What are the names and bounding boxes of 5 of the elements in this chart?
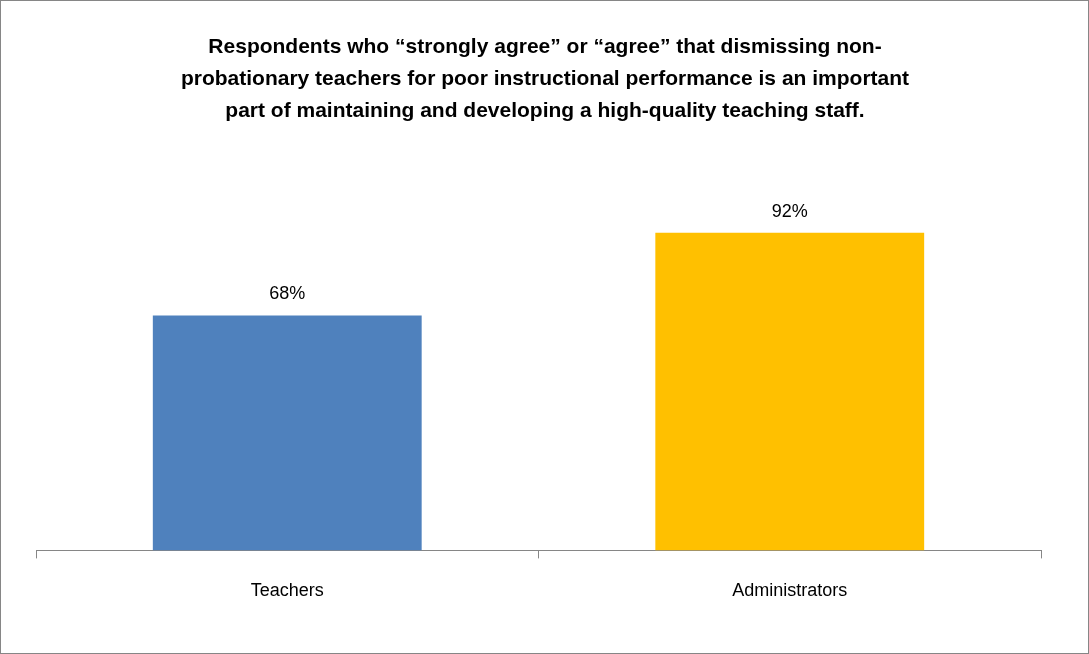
data-label: 92% (771, 200, 808, 221)
data-label: 68% (269, 283, 306, 304)
x-tick-label: Teachers (250, 580, 324, 601)
x-tick-label: Administrators (732, 580, 848, 601)
chart-title: Respondents who “strongly agree” or “agree” that dismissing non-probationary teachers for poor instructional performance is an important part of maintaining and developing a high-quality teaching staff. (179, 33, 911, 123)
